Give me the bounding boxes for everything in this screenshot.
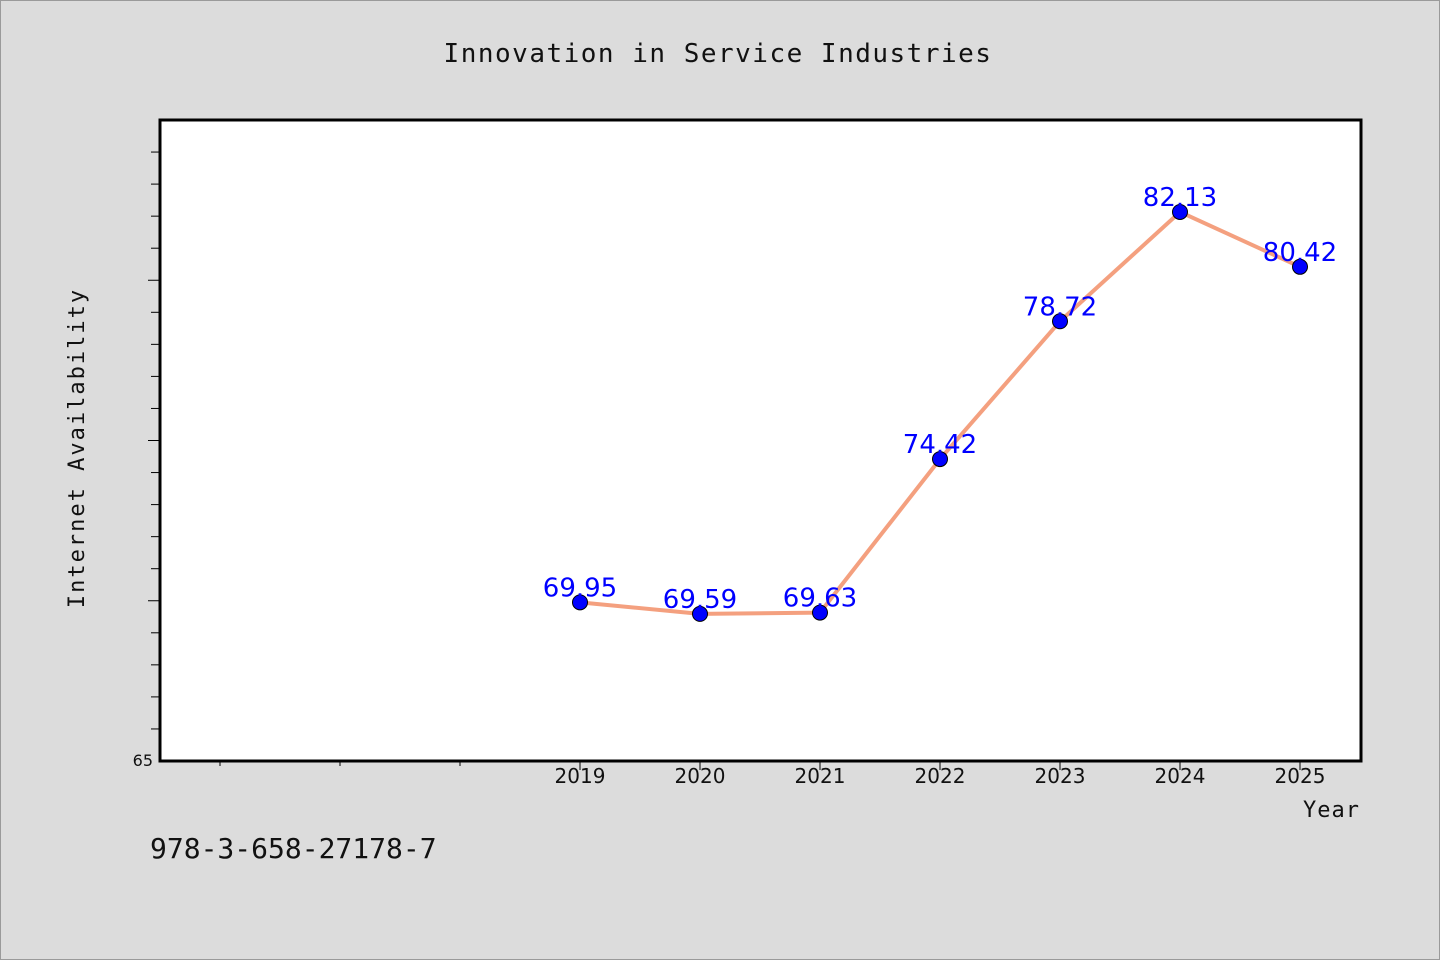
data-point: [932, 451, 948, 468]
data-point: [1292, 258, 1308, 275]
data-label: 74.42: [903, 430, 977, 460]
x-tick-label: 2025: [1275, 764, 1326, 788]
x-tick-label: 2021: [795, 764, 846, 788]
isbn-footer: 978-3-658-27178-7: [150, 832, 437, 865]
x-tick-label: 2024: [1155, 764, 1206, 788]
data-label: 82.13: [1143, 183, 1217, 213]
data-label: 69.63: [783, 584, 857, 614]
data-label: 69.59: [663, 585, 737, 615]
data-point: [572, 594, 588, 611]
x-tick-label: 2019: [555, 764, 606, 788]
x-tick-label: 2023: [1035, 764, 1086, 788]
data-point: [812, 604, 828, 621]
y-axis-label: Internet Availability: [65, 288, 90, 608]
series-layer: 69.95 69.59 69.63 74.42 78.72 82.13 80.42: [543, 183, 1337, 622]
x-axis-label: Year: [1303, 798, 1360, 823]
data-label: 80.42: [1263, 238, 1337, 268]
x-axis-ticks: 2019 2020 2021 2022 2023 2024 2025: [219, 761, 1326, 788]
data-label: 69.95: [543, 573, 617, 603]
x-tick-label: 2020: [675, 764, 726, 788]
data-point: [1052, 313, 1068, 330]
y-axis-ticks: 65: [133, 151, 160, 770]
chart-title: Innovation in Service Industries: [444, 39, 993, 69]
y-tick-label: 65: [133, 751, 153, 770]
x-tick-label: 2022: [915, 764, 966, 788]
data-label: 78.72: [1023, 292, 1097, 322]
data-point: [1172, 203, 1188, 220]
data-point: [692, 605, 708, 622]
